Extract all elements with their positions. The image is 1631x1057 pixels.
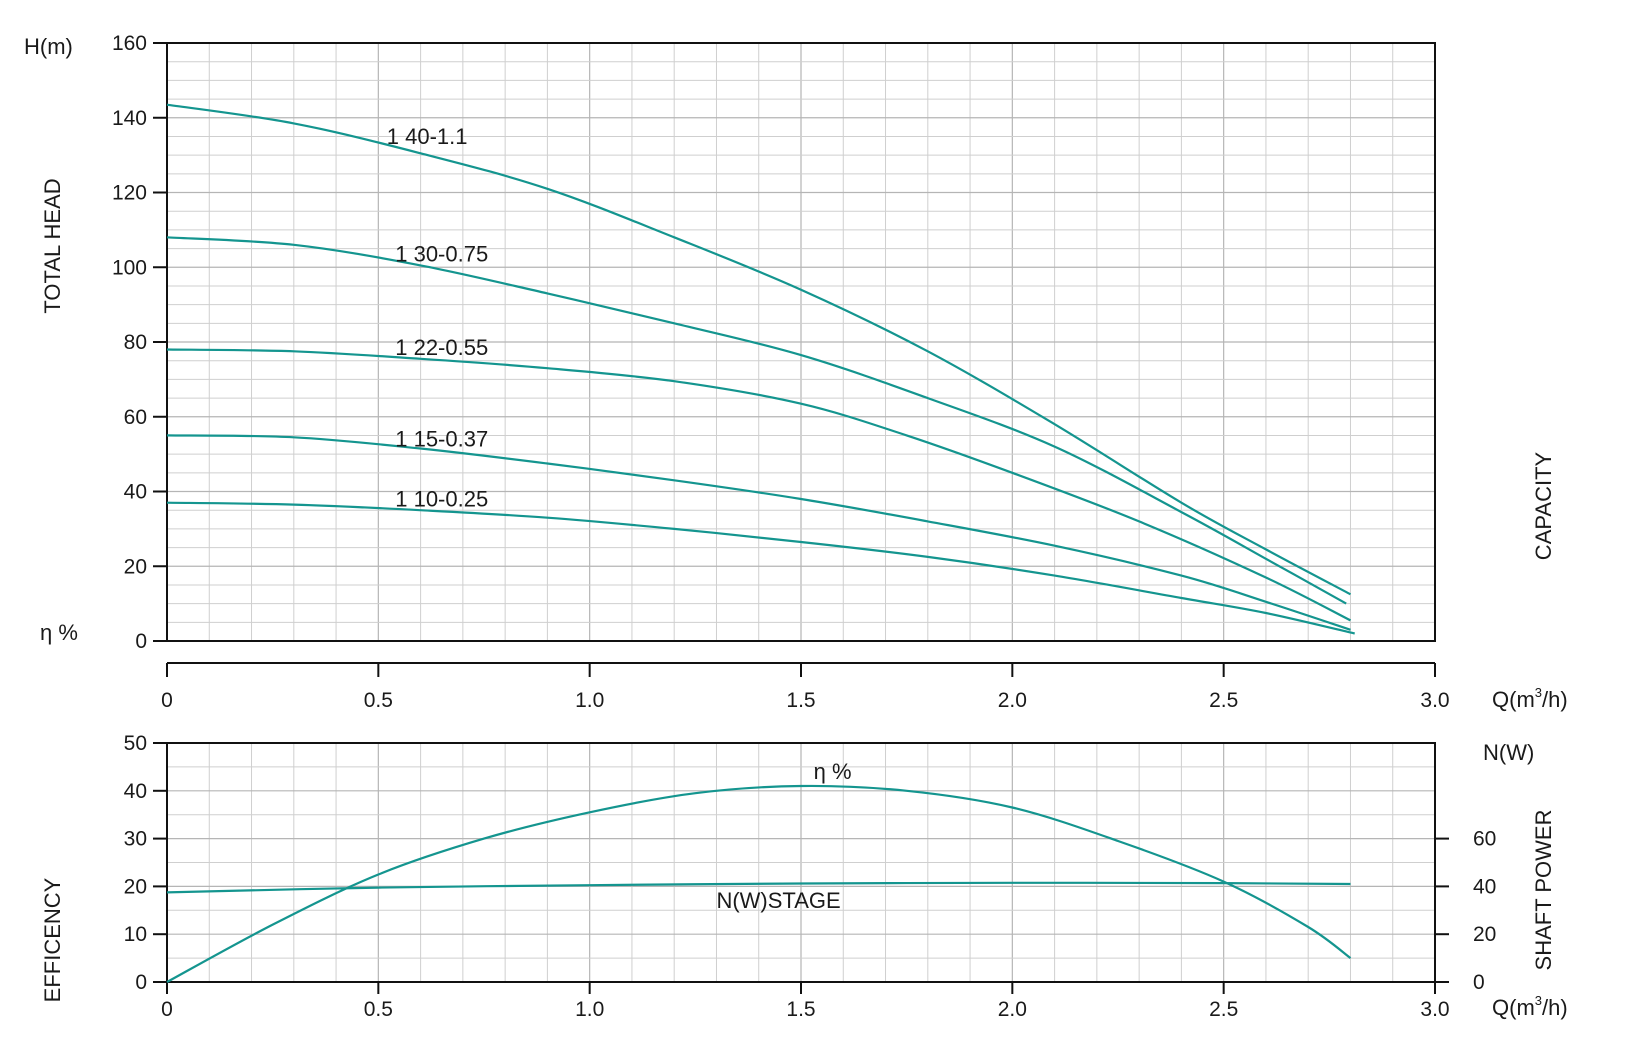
head-curve-label-1-22-0-55: 1 22-0.55 (395, 335, 488, 360)
head-y-unit: H(m) (24, 34, 73, 59)
head-y-axis-title: TOTAL HEAD (40, 178, 65, 313)
efficiency-y-tick-label: 50 (124, 732, 147, 755)
head-x-axis: 0 0.5 1.0 1.5 2.0 2.5 3.0 Q(m3/h) (161, 662, 1568, 712)
head-x-tick-label: 0.5 (364, 689, 393, 712)
efficiency-x-tick-label: 2.0 (998, 998, 1027, 1021)
shaft-power-tick-label: 40 (1473, 875, 1496, 898)
efficiency-y-tick-label: 40 (124, 780, 147, 803)
head-y-tick-label: 100 (112, 256, 147, 279)
efficiency-curve-labels: η % N(W)STAGE (716, 759, 851, 913)
efficiency-curve-n-w-stage (166, 881, 1351, 894)
shaft-power-axis-title: SHAFT POWER (1531, 810, 1556, 971)
efficiency-x-unit-sup: 3 (1535, 993, 1542, 1008)
efficiency-y-tick-label: 30 (124, 828, 147, 851)
head-x-unit-post: /h) (1542, 687, 1568, 712)
head-x-tick-label: 1.5 (786, 689, 815, 712)
head-curve-1-22-0-55 (166, 348, 1351, 622)
efficiency-x-unit-pre: Q(m (1492, 995, 1535, 1020)
shaft-power-tick-label: 20 (1473, 923, 1496, 946)
efficiency-grid (167, 743, 1435, 982)
head-x-tick-label: 2.5 (1209, 689, 1238, 712)
head-y-tick-label: 60 (124, 406, 147, 429)
shaft-power-tick-label: 0 (1473, 971, 1485, 994)
head-y-tick-label: 40 (124, 481, 147, 504)
efficiency-y-tick-label: 10 (124, 923, 147, 946)
head-grid (167, 43, 1435, 641)
head-curve-1-30-0-75 (166, 236, 1347, 605)
head-x-unit-pre: Q(m (1492, 687, 1535, 712)
efficiency-y-tick-label: 0 (135, 971, 147, 994)
head-y-tick-label: 80 (124, 331, 147, 354)
head-curve-1-40-1-1 (166, 103, 1352, 596)
efficiency-curve-label-n-w-stage: N(W)STAGE (716, 888, 840, 913)
efficiency-y-axis-title: EFFICENCY (40, 877, 65, 1002)
head-curve-1-15-0-37 (166, 434, 1351, 631)
efficiency-curve-series (166, 784, 1352, 983)
head-x-tick-label: 0 (161, 689, 173, 712)
head-x-unit-sup: 3 (1535, 685, 1542, 700)
efficiency-y-ticks: 0 10 20 30 40 50 (124, 732, 167, 994)
efficiency-x-tick-label: 0.5 (364, 998, 393, 1021)
efficiency-x-ticks: 0 0.5 1.0 1.5 2.0 2.5 3.0 (161, 982, 1450, 1021)
head-curve-1-10-0-25 (166, 501, 1355, 635)
efficiency-x-tick-label: 3.0 (1420, 998, 1449, 1021)
shaft-power-tick-label: 60 (1473, 828, 1496, 851)
head-curve-labels: 1 40-1.1 1 30-0.75 1 22-0.55 1 15-0.37 1 10-… (387, 124, 488, 512)
head-x-unit: Q(m3/h) (1492, 685, 1568, 712)
head-y-tick-label: 0 (135, 630, 147, 653)
efficiency-x-unit: Q(m3/h) (1492, 993, 1568, 1020)
efficiency-curves (166, 784, 1352, 983)
head-curves (166, 103, 1355, 635)
efficiency-x-tick-label: 2.5 (1209, 998, 1238, 1021)
eta-marker-label: η % (40, 620, 78, 645)
efficiency-x-unit-post: /h) (1542, 995, 1568, 1020)
efficiency-curve-label-series: η % (814, 759, 852, 784)
head-curve-label-1-10-0-25: 1 10-0.25 (395, 486, 488, 511)
shaft-power-unit: N(W) (1483, 740, 1534, 765)
head-y-tick-label: 20 (124, 555, 147, 578)
head-x-tick-label: 2.0 (998, 689, 1027, 712)
head-x-tick-label: 1.0 (575, 689, 604, 712)
efficiency-x-tick-label: 1.0 (575, 998, 604, 1021)
efficiency-y-tick-label: 20 (124, 875, 147, 898)
head-x-tick-label: 3.0 (1420, 689, 1449, 712)
capacity-label: CAPACITY (1531, 451, 1556, 560)
efficiency-x-tick-label: 0 (161, 998, 173, 1021)
head-x-ticks: 0 0.5 1.0 1.5 2.0 2.5 3.0 (161, 663, 1450, 712)
head-curve-label-1-30-0-75: 1 30-0.75 (395, 242, 488, 267)
shaft-power-y-ticks: 0 20 40 60 (1435, 828, 1496, 994)
head-curve-label-1-15-0-37: 1 15-0.37 (395, 427, 488, 452)
head-y-ticks: 0 20 40 60 80 100 120 140 160 (112, 32, 167, 653)
head-y-tick-label: 140 (112, 107, 147, 130)
head-y-tick-label: 160 (112, 32, 147, 55)
head-curve-label-1-40-1-1: 1 40-1.1 (387, 124, 468, 149)
efficiency-x-tick-label: 1.5 (786, 998, 815, 1021)
head-y-tick-label: 120 (112, 182, 147, 205)
